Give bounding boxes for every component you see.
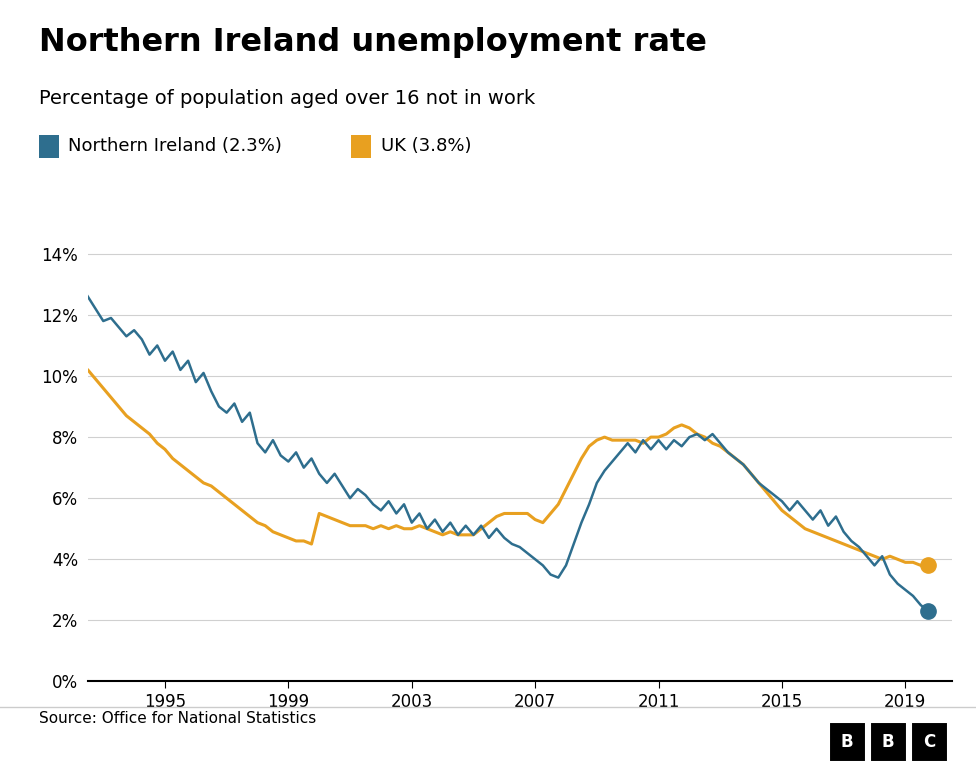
Text: B: B [841,733,853,752]
Text: Northern Ireland unemployment rate: Northern Ireland unemployment rate [39,27,707,58]
Text: Source: Office for National Statistics: Source: Office for National Statistics [39,711,316,725]
Text: B: B [882,733,894,752]
Text: Percentage of population aged over 16 not in work: Percentage of population aged over 16 no… [39,89,535,108]
Text: C: C [923,733,935,752]
Text: UK (3.8%): UK (3.8%) [381,137,471,156]
Text: Northern Ireland (2.3%): Northern Ireland (2.3%) [68,137,282,156]
